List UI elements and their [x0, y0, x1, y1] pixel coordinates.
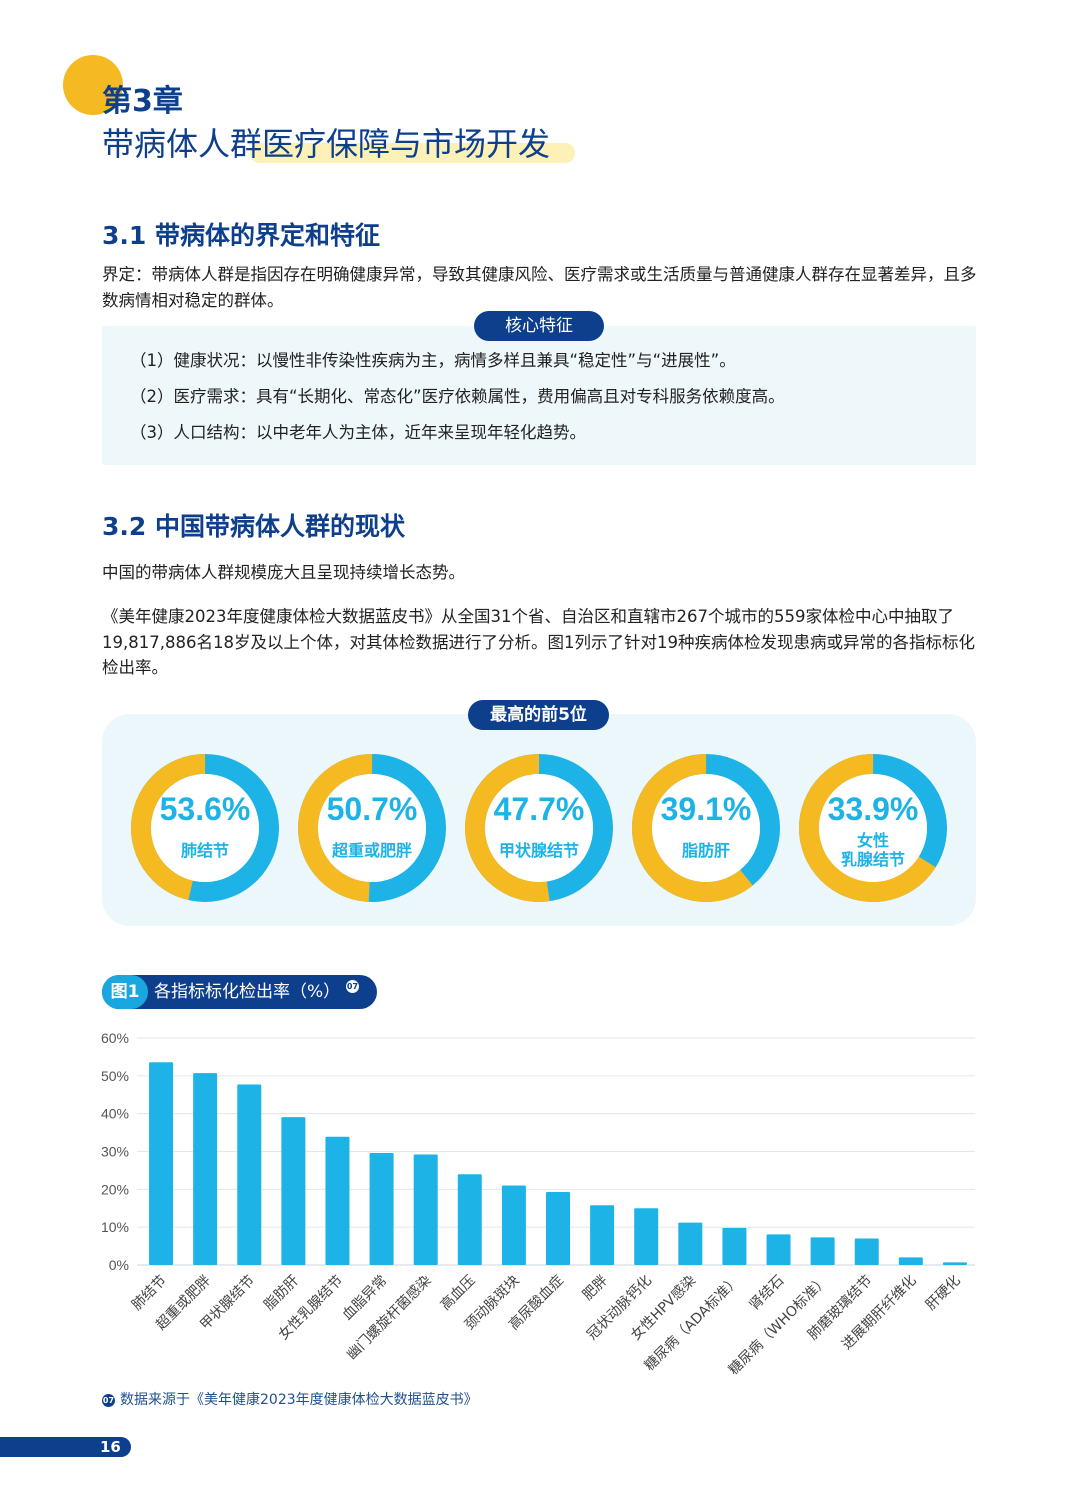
- bar: [766, 1234, 791, 1265]
- bar: [413, 1154, 438, 1265]
- bar: [325, 1136, 350, 1265]
- x-tick-label: 幽门螺旋杆菌感染: [343, 1272, 434, 1363]
- chapter-title: 带病体人群医疗保障与市场开发: [102, 125, 551, 163]
- donut-label: 女性: [857, 831, 889, 850]
- x-tick-label: 脂肪肝: [261, 1273, 302, 1314]
- title-highlight: [250, 143, 575, 163]
- section-3-2-heading: 3.2 中国带病体人群的现状: [102, 512, 405, 541]
- donut-3: 47.7% 甲状腺结节: [465, 754, 613, 902]
- donut-arc: [465, 754, 613, 902]
- y-tick-label: 30%: [101, 1144, 129, 1160]
- donut-label: 肺结节: [181, 841, 229, 860]
- donut-center: [485, 774, 593, 882]
- body-text: 《美年健康2023年度健康体检大数据蓝皮书》从全国31个省、自治区和直辖市267…: [102, 607, 975, 677]
- donut-center: [819, 774, 927, 882]
- chapter-decor-circle: [63, 55, 123, 115]
- feature-3: （3）人口结构：以中老年人为主体，近年来呈现年轻化趋势。: [130, 423, 586, 442]
- bar: [854, 1238, 879, 1265]
- bar: [281, 1117, 306, 1265]
- donut-label: 甲状腺结节: [499, 841, 579, 860]
- donut-percent: 39.1%: [661, 791, 752, 827]
- donut-label-line2: 乳腺结节: [841, 850, 905, 869]
- page-number-bar: [0, 1437, 131, 1457]
- footnote-ref-badge: 07: [102, 1393, 115, 1407]
- footnote: 07 数据来源于《美年健康2023年度健康体检大数据蓝皮书》: [102, 1390, 478, 1410]
- x-tick-label: 高血压: [437, 1272, 479, 1314]
- y-tick-label: 40%: [101, 1106, 129, 1122]
- definition-text: 界定：带病体人群是指因存在明确健康异常，导致其健康风险、医疗需求或生活质量与普通…: [102, 265, 977, 310]
- bar: [898, 1257, 923, 1265]
- figure-ref-badge: 07: [346, 980, 359, 993]
- donut-percent: 50.7%: [327, 791, 418, 827]
- bar: [722, 1227, 747, 1265]
- y-tick-label: 10%: [101, 1219, 129, 1235]
- x-tick-label: 肝硬化: [923, 1273, 964, 1314]
- bar: [237, 1084, 262, 1265]
- top5-pill: 最高的前5位: [468, 700, 609, 730]
- section-3-1-heading: 3.1 带病体的界定和特征: [102, 221, 380, 250]
- donut-label: 超重或肥胖: [331, 841, 412, 860]
- figure-title: 各指标标化检出率（%）: [154, 982, 341, 1002]
- donut-percent: 47.7%: [494, 791, 585, 827]
- top5-donuts: 53.6% 肺结节 50.7% 超重或肥胖 47.7% 甲状腺结节 39.1% 脂肪肝 33.9…: [131, 754, 947, 902]
- y-tick-label: 60%: [101, 1030, 129, 1046]
- bar: [678, 1222, 703, 1265]
- donut-center: [318, 774, 426, 882]
- y-tick-label: 0%: [109, 1257, 129, 1273]
- donut-2: 50.7% 超重或肥胖: [298, 754, 446, 902]
- donut-4: 39.1% 脂肪肝: [632, 754, 780, 902]
- bar: [942, 1262, 967, 1265]
- bar: [149, 1062, 174, 1265]
- figure-number: 图1: [102, 975, 148, 1009]
- donut-center: [652, 774, 760, 882]
- bar: [634, 1208, 659, 1265]
- x-tick-label: 肥胖: [580, 1273, 611, 1304]
- bar: [546, 1191, 570, 1265]
- bar: [590, 1205, 615, 1265]
- x-tick-label: 肾结石: [746, 1273, 787, 1314]
- bar: [457, 1174, 482, 1265]
- bar: [810, 1237, 835, 1265]
- chapter-number: 第3章: [102, 84, 183, 119]
- footnote-text: 数据来源于《美年健康2023年度健康体检大数据蓝皮书》: [120, 1392, 478, 1408]
- y-tick-label: 20%: [101, 1181, 129, 1197]
- intro-text: 中国的带病体人群规模庞大且呈现持续增长态势。: [102, 563, 465, 582]
- donut-percent: 53.6%: [160, 791, 251, 827]
- donut-1: 53.6% 肺结节: [131, 754, 279, 902]
- donut-percent: 33.9%: [828, 791, 919, 827]
- donut-5: 33.9% 女性乳腺结节: [799, 754, 947, 902]
- page-number: 16: [100, 1438, 121, 1456]
- x-tick-label: 肺结节: [129, 1273, 170, 1314]
- core-features-panel: [102, 326, 976, 465]
- donut-label: 脂肪肝: [682, 841, 730, 860]
- core-features-pill: 核心特征: [474, 311, 604, 341]
- feature-2: （2）医疗需求：具有“长期化、常态化”医疗依赖属性，费用偏高且对专科服务依赖度高…: [130, 387, 785, 406]
- bar: [369, 1153, 394, 1265]
- bar: [501, 1185, 526, 1265]
- feature-1: （1）健康状况：以慢性非传染性疾病为主，病情多样且兼具“稳定性”与“进展性”。: [130, 351, 736, 370]
- y-tick-label: 50%: [101, 1068, 129, 1084]
- bar: [193, 1073, 218, 1265]
- donut-center: [151, 774, 259, 882]
